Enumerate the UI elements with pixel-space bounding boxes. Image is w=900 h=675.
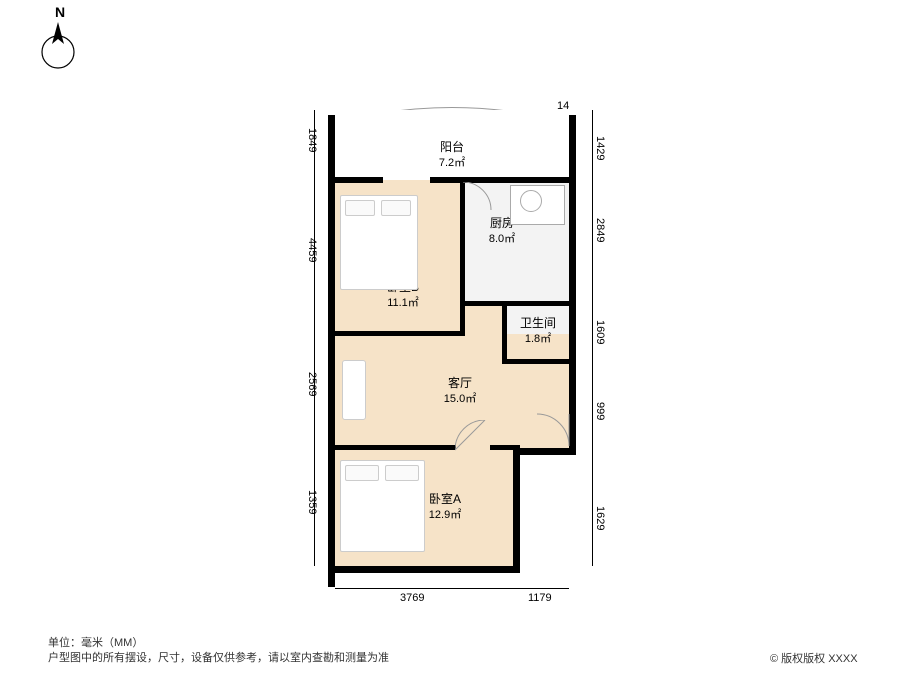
pillow-a1 [345,465,379,481]
pillow-b2 [381,200,411,216]
label-living-name: 客厅 [430,376,490,392]
door-arc-bedroom-a [455,420,495,452]
furniture-bed-a [340,460,425,552]
dim-left-2: 2569 [306,372,318,396]
dim-bottom-1: 1179 [528,592,552,604]
wall-balcony-bottom-l [328,177,383,183]
footer-disclaimer: 户型图中的所有摆设，尺寸，设备仅供参考，请以室内查勘和测量为准 [48,651,389,666]
wall-balcony-bottom-r [430,177,576,183]
wall-bathroom-left [502,304,507,362]
footer-unit: 单位：毫米（MM） [48,636,389,651]
compass [38,14,78,79]
door-arc-entry [533,410,573,450]
label-balcony-name: 阳台 [427,140,477,156]
furniture-kitchen-sink [520,190,542,212]
label-bathroom-area: 1.8㎡ [509,332,567,346]
wall-bottom-a [328,566,520,573]
dim-right-4: 1629 [594,506,606,530]
dim-bottom-0: 3769 [400,592,424,604]
footer-text: 单位：毫米（MM） 户型图中的所有摆设，尺寸，设备仅供参考，请以室内查勘和测量为… [48,636,389,667]
compass-icon [38,14,78,74]
furniture-bed-b [340,195,418,290]
dim-right-2: 1609 [594,320,606,344]
wall-right-upper [569,115,576,455]
dim-left-0: 1849 [306,128,318,152]
wall-bathroom-top [505,301,576,306]
dim-right-1: 2849 [594,218,606,242]
label-kitchen-area: 8.0㎡ [477,232,527,246]
dim-right-0: 1429 [594,136,606,160]
label-living-area: 15.0㎡ [430,392,490,406]
room-living-ext [463,304,505,344]
dim-left-3: 1359 [306,490,318,514]
label-balcony: 阳台 7.2㎡ [427,140,477,170]
wall-balcony-left-stub [328,115,335,133]
wall-balcony-right-stub [569,115,576,133]
label-balcony-area: 7.2㎡ [427,156,477,170]
pillow-a2 [385,465,419,481]
furniture-sofa [342,360,366,420]
label-bathroom: 卫生间 1.8㎡ [509,316,567,346]
dimline-bottom [335,588,569,589]
pillow-b1 [345,200,375,216]
compass-label: N [55,4,65,20]
floorplan-canvas: N 阳台 [0,0,900,675]
dim-left-1: 4459 [306,238,318,262]
copyright-text: © 版权版权 XXXX [770,650,858,666]
wall-bathroom-bottom [502,359,576,364]
wall-right-lower [513,448,520,566]
dimline-right [592,110,593,566]
label-living: 客厅 15.0㎡ [430,376,490,406]
label-bedroomb-area: 11.1㎡ [373,296,433,310]
dim-top: 14 [557,100,569,112]
label-bathroom-name: 卫生间 [509,316,567,332]
wall-left [328,115,335,587]
dim-right-3: 999 [594,402,606,420]
door-arc-kitchen [463,182,493,212]
wall-bedrooma-top-l [328,445,456,450]
wall-bedroomb-bottom [328,331,465,336]
